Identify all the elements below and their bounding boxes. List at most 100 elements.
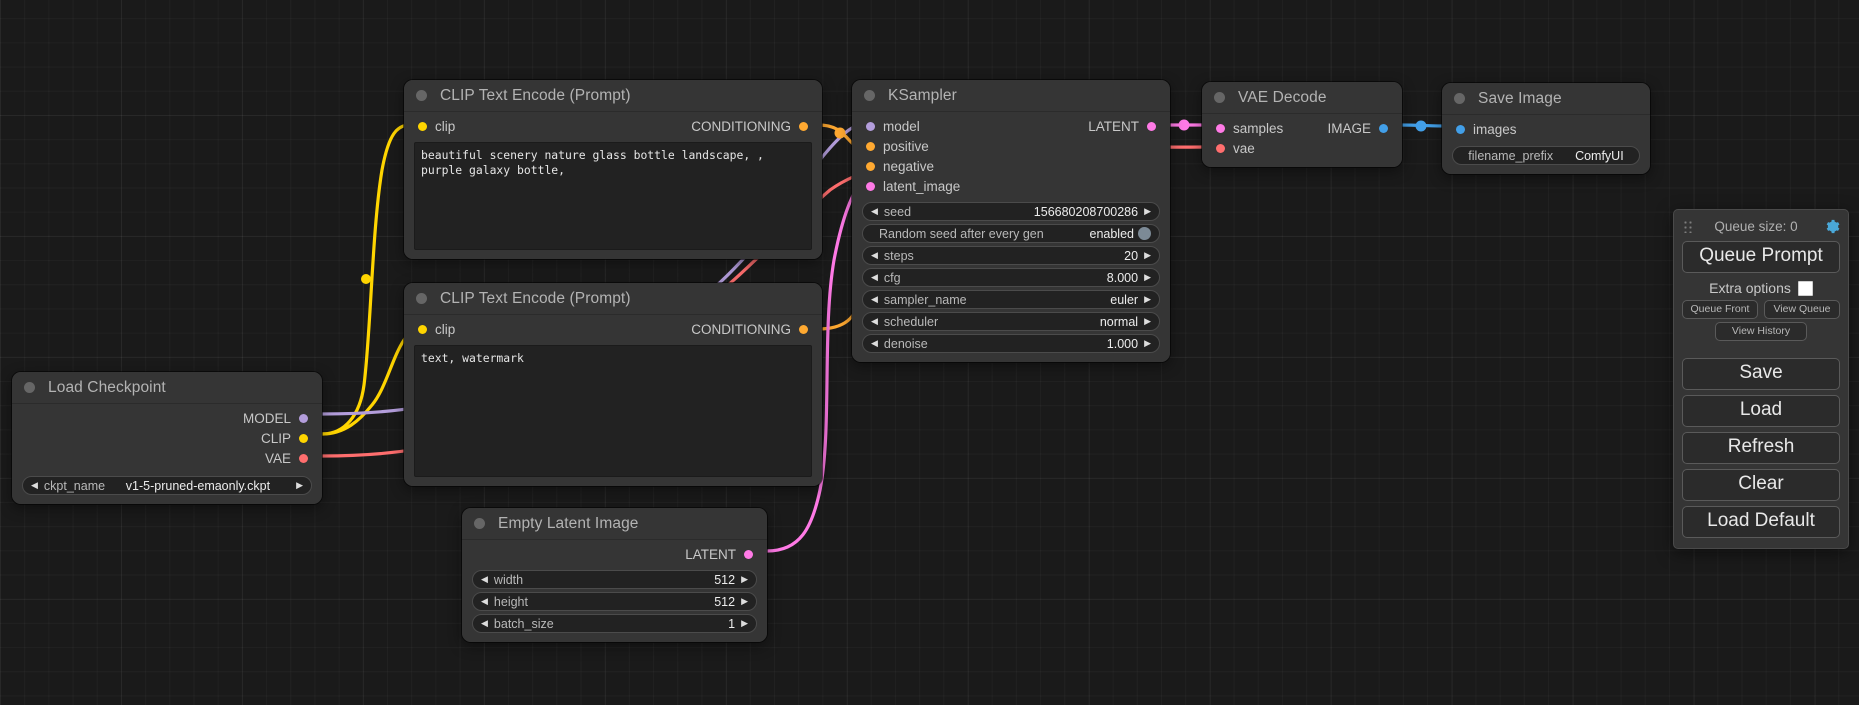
increment-arrow-icon[interactable]: ▶ (1144, 294, 1151, 304)
clip-port-icon[interactable] (299, 433, 308, 443)
widget-batch-size[interactable]: ◀ batch_size 1 ▶ (472, 614, 757, 633)
output-slot-latent[interactable]: LATENT (685, 547, 753, 562)
decrement-arrow-icon[interactable]: ◀ (871, 206, 878, 216)
gear-icon[interactable] (1825, 219, 1840, 234)
latent-port-icon[interactable] (1216, 123, 1225, 133)
input-slot-latent-image[interactable]: latent_image (866, 179, 960, 194)
node-title-bar[interactable]: KSampler (852, 80, 1170, 112)
view-history-button[interactable]: View History (1715, 322, 1807, 341)
increment-arrow-icon[interactable]: ▶ (1144, 272, 1151, 282)
node-save-image[interactable]: Save Image images filename_prefix ComfyU… (1442, 83, 1650, 174)
increment-arrow-icon[interactable]: ▶ (1144, 206, 1151, 216)
output-slot-clip[interactable]: CLIP (261, 431, 308, 446)
node-title-bar[interactable]: Save Image (1442, 83, 1650, 115)
widget-width[interactable]: ◀ width 512 ▶ (472, 570, 757, 589)
input-slot-clip[interactable]: clip (418, 322, 455, 337)
collapse-dot-icon[interactable] (416, 293, 427, 304)
vae-port-icon[interactable] (299, 453, 308, 463)
increment-arrow-icon[interactable]: ▶ (741, 596, 748, 606)
save-button[interactable]: Save (1682, 358, 1840, 390)
output-slot-image[interactable]: IMAGE (1327, 121, 1388, 136)
widget-sampler-name[interactable]: ◀ sampler_name euler ▶ (862, 290, 1160, 309)
decrement-arrow-icon[interactable]: ◀ (31, 480, 38, 490)
latent-port-icon[interactable] (744, 549, 753, 559)
view-queue-button[interactable]: View Queue (1764, 300, 1840, 319)
load-default-button[interactable]: Load Default (1682, 506, 1840, 538)
output-slot-conditioning[interactable]: CONDITIONING (691, 119, 808, 134)
model-port-icon[interactable] (299, 413, 308, 423)
image-port-icon[interactable] (1456, 124, 1465, 134)
input-slot-samples[interactable]: samples (1216, 121, 1283, 136)
decrement-arrow-icon[interactable]: ◀ (481, 618, 488, 628)
load-button[interactable]: Load (1682, 395, 1840, 427)
conditioning-port-icon[interactable] (799, 121, 808, 131)
clear-button[interactable]: Clear (1682, 469, 1840, 501)
widget-scheduler[interactable]: ◀ scheduler normal ▶ (862, 312, 1160, 331)
decrement-arrow-icon[interactable]: ◀ (481, 574, 488, 584)
toggle-knob-icon[interactable] (1138, 227, 1151, 240)
increment-arrow-icon[interactable]: ▶ (1144, 338, 1151, 348)
conditioning-port-icon[interactable] (866, 141, 875, 151)
prompt-textarea-positive[interactable]: beautiful scenery nature glass bottle la… (414, 142, 812, 250)
collapse-dot-icon[interactable] (416, 90, 427, 101)
node-load-checkpoint[interactable]: Load Checkpoint MODEL CLIP VAE (12, 372, 322, 504)
output-slot-conditioning[interactable]: CONDITIONING (691, 322, 808, 337)
collapse-dot-icon[interactable] (1214, 92, 1225, 103)
widget-filename-prefix[interactable]: filename_prefix ComfyUI (1452, 146, 1640, 165)
decrement-arrow-icon[interactable]: ◀ (481, 596, 488, 606)
input-slot-vae[interactable]: vae (1216, 141, 1255, 156)
queue-front-button[interactable]: Queue Front (1682, 300, 1758, 319)
widget-height[interactable]: ◀ height 512 ▶ (472, 592, 757, 611)
output-slot-vae[interactable]: VAE (265, 451, 308, 466)
decrement-arrow-icon[interactable]: ◀ (871, 272, 878, 282)
increment-arrow-icon[interactable]: ▶ (1144, 316, 1151, 326)
node-title-bar[interactable]: VAE Decode (1202, 82, 1402, 114)
node-title-bar[interactable]: Empty Latent Image (462, 508, 767, 540)
prompt-textarea-negative[interactable]: text, watermark (414, 345, 812, 477)
decrement-arrow-icon[interactable]: ◀ (871, 250, 878, 260)
input-slot-negative[interactable]: negative (866, 159, 934, 174)
widget-denoise[interactable]: ◀ denoise 1.000 ▶ (862, 334, 1160, 353)
extra-options-checkbox[interactable] (1797, 280, 1813, 296)
node-title-bar[interactable]: Load Checkpoint (12, 372, 322, 404)
input-slot-positive[interactable]: positive (866, 139, 929, 154)
collapse-dot-icon[interactable] (1454, 93, 1465, 104)
queue-prompt-button[interactable]: Queue Prompt (1682, 241, 1840, 273)
image-port-icon[interactable] (1379, 123, 1388, 133)
widget-seed[interactable]: ◀ seed 156680208700286 ▶ (862, 202, 1160, 221)
conditioning-port-icon[interactable] (799, 324, 808, 334)
conditioning-port-icon[interactable] (866, 161, 875, 171)
increment-arrow-icon[interactable]: ▶ (296, 480, 303, 490)
increment-arrow-icon[interactable]: ▶ (741, 574, 748, 584)
output-slot-latent[interactable]: LATENT (1088, 119, 1156, 134)
input-slot-model[interactable]: model (866, 119, 920, 134)
widget-cfg[interactable]: ◀ cfg 8.000 ▶ (862, 268, 1160, 287)
widget-random-seed-toggle[interactable]: Random seed after every gen enabled (862, 224, 1160, 243)
vae-port-icon[interactable] (1216, 143, 1225, 153)
increment-arrow-icon[interactable]: ▶ (1144, 250, 1151, 260)
clip-port-icon[interactable] (418, 324, 427, 334)
drag-handle-icon[interactable] (1683, 219, 1693, 233)
node-ksampler[interactable]: KSampler model LATENT positive (852, 80, 1170, 362)
decrement-arrow-icon[interactable]: ◀ (871, 294, 878, 304)
node-title-bar[interactable]: CLIP Text Encode (Prompt) (404, 80, 822, 112)
decrement-arrow-icon[interactable]: ◀ (871, 316, 878, 326)
widget-steps[interactable]: ◀ steps 20 ▶ (862, 246, 1160, 265)
latent-port-icon[interactable] (1147, 121, 1156, 131)
node-clip-text-encode-positive[interactable]: CLIP Text Encode (Prompt) clip CONDITION… (404, 80, 822, 259)
node-vae-decode[interactable]: VAE Decode samples IMAGE vae (1202, 82, 1402, 167)
input-slot-clip[interactable]: clip (418, 119, 455, 134)
output-slot-model[interactable]: MODEL (243, 411, 308, 426)
widget-ckpt-name[interactable]: ◀ ckpt_name v1-5-pruned-emaonly.ckpt ▶ (22, 476, 312, 495)
node-empty-latent-image[interactable]: Empty Latent Image LATENT ◀ width 512 ▶ … (462, 508, 767, 642)
node-clip-text-encode-negative[interactable]: CLIP Text Encode (Prompt) clip CONDITION… (404, 283, 822, 486)
clip-port-icon[interactable] (418, 121, 427, 131)
collapse-dot-icon[interactable] (864, 90, 875, 101)
extra-options-row[interactable]: Extra options (1682, 280, 1840, 296)
node-title-bar[interactable]: CLIP Text Encode (Prompt) (404, 283, 822, 315)
input-slot-images[interactable]: images (1456, 122, 1517, 137)
decrement-arrow-icon[interactable]: ◀ (871, 338, 878, 348)
collapse-dot-icon[interactable] (24, 382, 35, 393)
refresh-button[interactable]: Refresh (1682, 432, 1840, 464)
